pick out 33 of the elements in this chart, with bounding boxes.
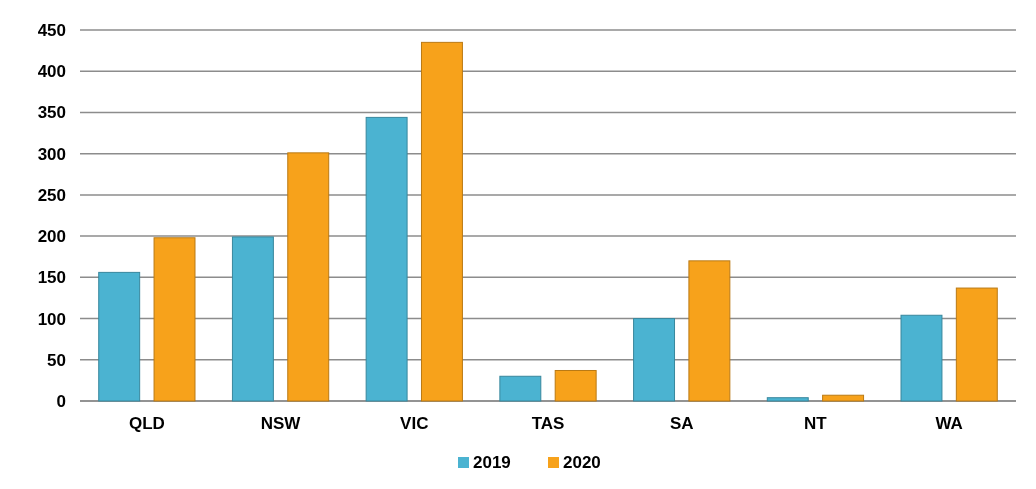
x-tick-label: WA — [935, 414, 963, 433]
bar — [633, 318, 676, 402]
bar — [98, 271, 141, 402]
x-tick-label: NT — [804, 414, 828, 433]
y-tick-label: 450 — [37, 20, 66, 40]
y-tick-label: 100 — [37, 309, 66, 329]
y-tick-label: 250 — [37, 185, 66, 205]
bar — [688, 260, 731, 402]
x-tick-label: SA — [669, 414, 694, 433]
y-tick-label: 150 — [37, 268, 66, 288]
bar — [766, 397, 809, 402]
legend-label: 2020 — [563, 453, 601, 472]
y-tick-label: 400 — [37, 62, 66, 82]
bar — [900, 314, 943, 402]
bar — [287, 152, 330, 402]
y-tick-label: 200 — [37, 227, 66, 247]
x-tick-label: QLD — [128, 414, 165, 433]
bar — [153, 237, 196, 402]
legend-label: 2019 — [473, 453, 511, 472]
y-tick-label: 0 — [56, 391, 66, 411]
bar — [955, 287, 998, 402]
y-tick-label: 300 — [37, 144, 66, 164]
y-tick-label: 50 — [47, 350, 66, 370]
x-tick-label: NSW — [260, 414, 302, 433]
bar — [499, 375, 542, 402]
bar — [420, 41, 463, 402]
bar — [554, 370, 597, 402]
y-tick-label: 350 — [37, 103, 66, 123]
bar — [231, 236, 274, 402]
bar — [822, 394, 865, 402]
x-tick-label: TAS — [531, 414, 565, 433]
x-tick-label: VIC — [400, 414, 429, 433]
bar — [365, 116, 408, 402]
